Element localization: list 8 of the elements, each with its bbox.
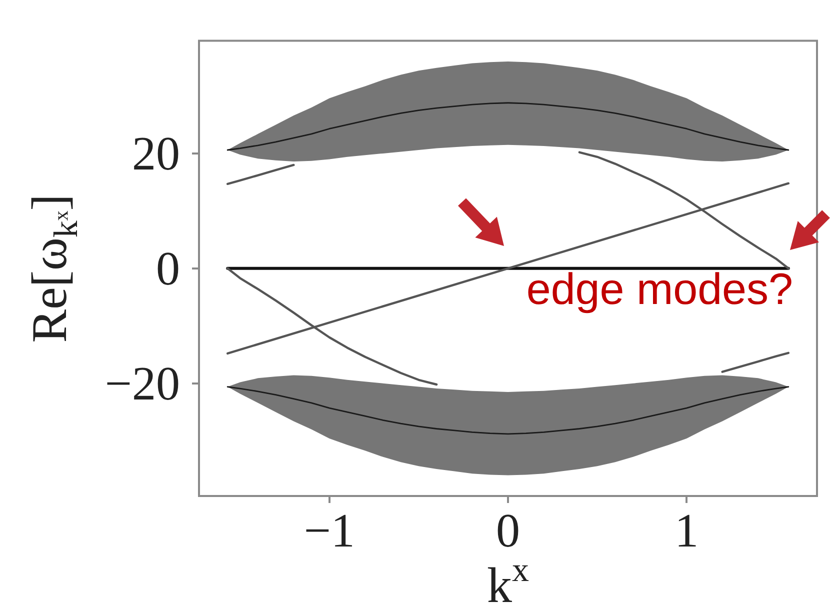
y-tick-label: 20 <box>132 128 180 181</box>
x-tick-label: 1 <box>674 504 699 558</box>
annotation: edge modes? <box>526 265 793 314</box>
y-axis-title: Re[ωkˣ] <box>21 194 85 343</box>
y-tick-label: −20 <box>104 357 180 410</box>
x-tick-label: −1 <box>304 504 355 558</box>
x-tick-label: 0 <box>496 504 520 558</box>
y-tick-label: 0 <box>156 242 180 296</box>
